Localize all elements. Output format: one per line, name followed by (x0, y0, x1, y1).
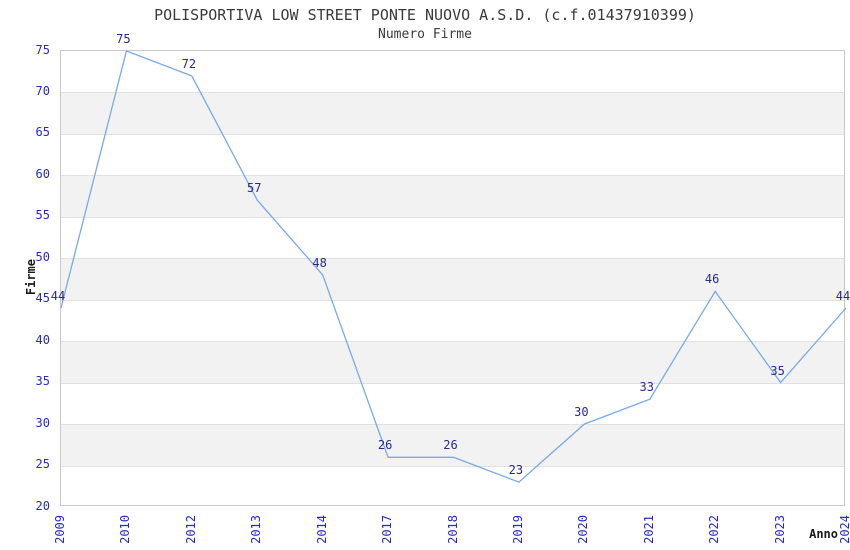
y-tick-label: 65 (35, 125, 50, 140)
plot-area: 44 75 72 57 48 26 26 23 30 33 46 35 44 (51, 32, 850, 506)
line-chart-svg (60, 50, 847, 483)
gridline (61, 382, 844, 384)
x-tick-label: 2023 (772, 515, 787, 544)
background-band (61, 258, 844, 300)
x-tick-label: 2012 (183, 515, 198, 544)
y-tick-label: 55 (35, 208, 50, 223)
y-tick-label: 40 (35, 332, 50, 347)
y-tick-label: 35 (35, 374, 50, 389)
data-point-label: 30 (574, 405, 589, 420)
data-point-label: 23 (508, 463, 524, 478)
gridline (61, 465, 844, 467)
x-tick-label: 2014 (314, 515, 329, 544)
gridline (61, 299, 844, 301)
data-point-label: 26 (443, 438, 458, 453)
background-band (61, 92, 844, 134)
y-tick-label: 60 (35, 166, 50, 181)
y-tick-label: 50 (35, 249, 50, 264)
chart-subtitle: Numero Firme (378, 27, 472, 42)
data-point-label: 75 (116, 32, 131, 46)
data-point-label: 48 (312, 255, 327, 270)
gridline (61, 92, 844, 94)
gridline (61, 341, 844, 343)
x-tick-label: 2009 (53, 515, 67, 544)
data-point-label: 44 (50, 289, 66, 304)
background-band (61, 175, 844, 217)
gridline (61, 258, 844, 260)
y-tick-label: 45 (35, 291, 50, 306)
x-tick-label: 2024 (838, 515, 850, 544)
x-tick-label: 2022 (707, 515, 722, 544)
background-band (61, 341, 844, 383)
data-line (60, 50, 847, 483)
x-tick-label: 2018 (445, 515, 460, 544)
data-point-label: 72 (181, 56, 197, 71)
y-tick-label: 30 (35, 415, 50, 430)
gridline (61, 133, 844, 135)
data-point-label: 57 (247, 181, 262, 196)
x-tick-label: 2020 (576, 515, 591, 544)
x-axis-title: Anno (809, 527, 838, 541)
chart-title: POLISPORTIVA LOW STREET PONTE NUOVO A.S.… (154, 6, 696, 24)
data-point-label: 44 (835, 289, 850, 304)
data-point-label: 35 (770, 363, 785, 378)
data-point-label: 26 (377, 438, 393, 453)
x-tick-label: 2019 (510, 515, 525, 544)
data-point-label: 46 (704, 272, 720, 287)
data-point-label: 33 (639, 380, 654, 395)
y-tick-label: 70 (35, 83, 50, 98)
y-axis-title: Firme (24, 259, 38, 296)
x-tick-label: 2021 (641, 515, 656, 544)
y-tick-label: 75 (35, 42, 50, 57)
background-band (61, 424, 844, 466)
x-tick-label: 2010 (118, 515, 133, 544)
x-tick-label: 2013 (249, 515, 264, 544)
x-tick-label: 2017 (380, 515, 395, 544)
gridline (61, 175, 844, 177)
y-tick-label: 25 (35, 457, 50, 472)
y-tick-label: 20 (35, 498, 50, 513)
gridline (61, 216, 844, 218)
gridline (61, 424, 844, 426)
